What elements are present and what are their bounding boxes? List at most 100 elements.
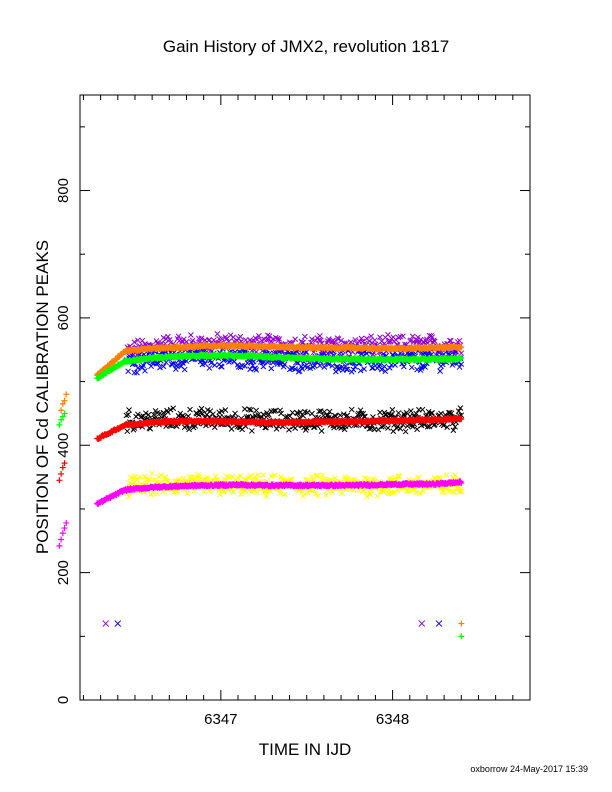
data-point: [157, 364, 163, 371]
data-point: [148, 491, 154, 498]
data-point: [154, 490, 161, 497]
data-point: [409, 333, 416, 340]
data-point: [431, 338, 438, 345]
data-point: [230, 489, 237, 495]
data-point: [440, 489, 447, 496]
data-series: [94, 414, 465, 442]
data-point: [458, 344, 465, 351]
data-point: [458, 480, 465, 487]
data-point: [438, 410, 444, 417]
data-point: [424, 423, 431, 430]
data-point: [300, 493, 306, 499]
data-point: [400, 333, 406, 339]
data-series: [114, 620, 443, 627]
data-point: [56, 477, 63, 484]
data-point: [126, 407, 132, 413]
y-axis-label: POSITION OF Cd CALIBRATION PEAKS: [33, 240, 52, 554]
data-point: [408, 364, 415, 371]
data-point: [338, 337, 344, 344]
data-point: [448, 410, 455, 417]
data-point: [165, 478, 171, 485]
data-point: [255, 472, 261, 478]
data-point: [357, 367, 364, 374]
data-point: [457, 355, 464, 362]
data-point: [276, 336, 283, 342]
data-point: [418, 620, 426, 627]
data-point: [176, 476, 183, 483]
data-point: [350, 366, 357, 373]
x-axis: 6347 6348: [82, 95, 514, 728]
data-point: [165, 333, 171, 340]
data-series: [94, 478, 465, 508]
data-point: [58, 536, 65, 543]
data-point: [131, 339, 138, 345]
data-point: [142, 367, 148, 374]
data-point: [206, 365, 213, 371]
data-point: [198, 405, 205, 412]
data-point: [456, 488, 463, 495]
data-point: [318, 476, 325, 483]
data-point: [375, 426, 382, 433]
data-point: [176, 337, 183, 344]
data-point: [244, 360, 251, 366]
footer-stamp: oxborrow 24-May-2017 15:39: [470, 764, 588, 774]
data-point: [256, 333, 262, 339]
data-point: [211, 362, 218, 369]
data-point: [59, 400, 66, 407]
data-point: [382, 368, 389, 375]
data-point: [380, 488, 387, 495]
data-point: [458, 354, 465, 361]
data-point: [253, 367, 260, 373]
x-tick-label: 6348: [376, 711, 409, 728]
data-point: [222, 407, 229, 413]
data-point: [59, 530, 66, 537]
data-point: [56, 421, 63, 428]
data-series: [94, 341, 465, 379]
data-point: [446, 409, 453, 416]
data-point: [300, 412, 306, 419]
data-point: [304, 409, 311, 416]
data-point: [429, 334, 435, 341]
data-point: [344, 366, 351, 373]
data-point: [425, 408, 432, 415]
data-point: [188, 332, 194, 338]
data-point: [263, 493, 269, 499]
data-point: [208, 360, 215, 366]
data-point: [228, 426, 235, 432]
data-point: [387, 412, 394, 418]
y-tick-label: 800: [55, 178, 72, 203]
data-point: [157, 472, 164, 479]
data-point: [61, 397, 68, 404]
data-point: [413, 410, 420, 417]
data-point: [124, 428, 131, 435]
data-point: [181, 366, 188, 373]
data-point: [218, 364, 225, 370]
data-point: [299, 488, 306, 495]
data-point: [402, 428, 409, 435]
data-point: [395, 410, 402, 416]
data-point: [371, 337, 378, 344]
data-point: [315, 492, 321, 499]
data-point: [310, 424, 317, 431]
data-point: [458, 633, 465, 640]
data-point: [163, 359, 169, 366]
data-point: [237, 473, 244, 479]
data-point: [386, 365, 393, 371]
data-point: [59, 464, 66, 471]
data-point: [357, 407, 364, 414]
data-point: [260, 363, 267, 370]
data-point: [329, 362, 336, 369]
data-point: [458, 620, 465, 627]
data-point: [58, 407, 65, 414]
data-point: [184, 490, 191, 497]
y-tick-label: 600: [55, 305, 72, 330]
data-point: [397, 425, 404, 432]
data-point: [268, 365, 275, 372]
data-point: [199, 410, 206, 417]
data-point: [58, 470, 65, 477]
data-series: [56, 410, 465, 640]
data-point: [319, 472, 326, 478]
data-point: [337, 412, 344, 419]
data-point: [452, 423, 458, 430]
